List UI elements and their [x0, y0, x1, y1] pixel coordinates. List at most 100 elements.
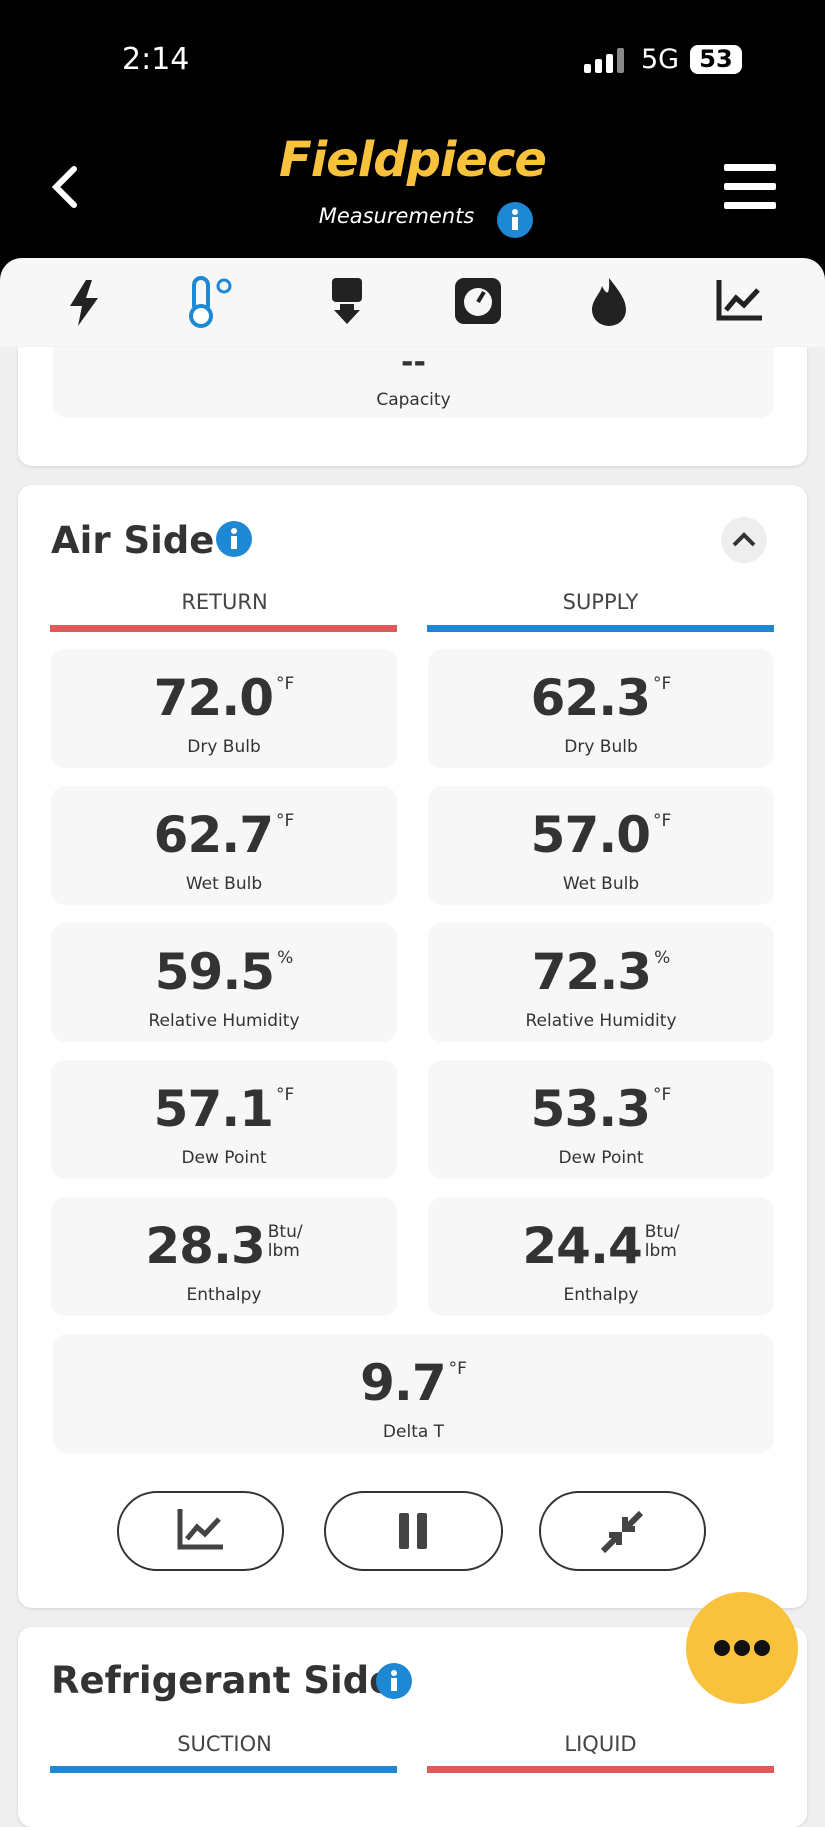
measurement-value: 57.1 °F: [51, 1080, 397, 1138]
air-side-card: Air Side RETURN SUPPLY 72.0 °F Dry Bulb 62.…: [18, 485, 807, 1608]
measurement-value: 57.0 °F: [428, 806, 774, 864]
measurement-label: Enthalpy: [563, 1285, 639, 1305]
unit-text: Btu/: [267, 1222, 303, 1242]
back-button[interactable]: [48, 165, 84, 209]
info-icon[interactable]: [376, 1663, 412, 1699]
unit-text: °F: [276, 811, 295, 831]
network: 5G: [641, 44, 680, 75]
unit-text: lbm: [267, 1241, 300, 1261]
value-unit: Btu/lbm: [268, 1223, 303, 1261]
measurement-label: Wet Bulb: [185, 874, 263, 894]
measurement-tile: 24.4 Btu/lbm Enthalpy: [428, 1197, 774, 1316]
measurement-tile: 57.1 °F Dew Point: [51, 1060, 397, 1179]
brand-logo: Fieldpiece: [279, 132, 547, 188]
unit-text: lbm: [644, 1241, 677, 1261]
info-icon[interactable]: [216, 521, 252, 557]
value-number: 53.3: [530, 1080, 651, 1138]
pause-button[interactable]: [324, 1491, 503, 1571]
battery: 53: [690, 45, 742, 74]
measurement-value: 9.7 °F: [53, 1354, 774, 1412]
tab-trends[interactable]: [716, 280, 764, 322]
value-unit: °F: [276, 675, 294, 694]
measurement-value: 72.0 °F: [51, 669, 397, 727]
measurement-label: Dry Bulb: [187, 737, 261, 757]
unit-text: °F: [653, 811, 672, 831]
measurement-value: 59.5%: [51, 943, 397, 1001]
section-title: Refrigerant Side: [51, 1659, 395, 1702]
measurement-tile: 59.5% Relative Humidity: [51, 923, 397, 1042]
tab-airflow[interactable]: [330, 278, 364, 326]
column-header: SUCTION: [177, 1732, 272, 1756]
value-unit: °F: [653, 812, 671, 831]
column-header: LIQUID: [564, 1732, 637, 1756]
value-unit: %: [277, 949, 293, 968]
measurement-value: 53.3 °F: [428, 1080, 774, 1138]
value-unit: °F: [449, 1360, 467, 1379]
value-number: 62.3: [530, 669, 651, 727]
measurement-label: Wet Bulb: [562, 874, 640, 894]
unit-text: °F: [276, 1085, 295, 1105]
unit-text: Btu/: [644, 1222, 680, 1242]
value-number: 28.3: [145, 1217, 265, 1275]
measurement-value: 62.3 °F: [428, 669, 774, 727]
value-unit: °F: [276, 812, 294, 831]
value-unit: °F: [653, 675, 671, 694]
collapse-button[interactable]: [721, 517, 767, 563]
value-number: 57.1: [153, 1080, 274, 1138]
measurement-label: Relative Humidity: [525, 1011, 677, 1031]
menu-button[interactable]: [724, 164, 776, 210]
measurement-tile: 72.3% Relative Humidity: [428, 923, 774, 1042]
return-bar: [50, 625, 397, 632]
liquid-bar: [427, 1766, 774, 1773]
measurement-value: 28.3 Btu/lbm: [51, 1217, 397, 1275]
capacity-card: -- Capacity: [18, 345, 807, 466]
status-time: 2:14: [122, 42, 190, 77]
measurement-label: Enthalpy: [186, 1285, 262, 1305]
measurement-tile: 62.7 °F Wet Bulb: [51, 786, 397, 905]
unit-text: °F: [653, 1085, 672, 1105]
tab-bar: [0, 258, 825, 347]
measurement-label: Dew Point: [181, 1148, 267, 1168]
measurement-tile: 9.7 °F Delta T: [53, 1334, 774, 1453]
trend-button[interactable]: [117, 1491, 284, 1571]
value-number: 72.0: [153, 669, 274, 727]
measurement-label: Relative Humidity: [148, 1011, 300, 1031]
measurement-tile: 72.0 °F Dry Bulb: [51, 649, 397, 768]
value-number: 9.7: [360, 1354, 447, 1412]
unit-text: %: [277, 948, 294, 968]
tab-electrical[interactable]: [66, 280, 102, 326]
value-number: 24.4: [522, 1217, 642, 1275]
unit-text: °F: [448, 1359, 467, 1379]
unit-text: %: [654, 948, 671, 968]
measurement-label: Dry Bulb: [564, 737, 638, 757]
measurement-value: 62.7 °F: [51, 806, 397, 864]
value-unit: %: [654, 949, 670, 968]
column-header: RETURN: [181, 590, 268, 614]
measurement-label: Delta T: [382, 1422, 445, 1442]
signal-icon: [584, 48, 624, 73]
info-icon[interactable]: [497, 202, 533, 238]
measurement-value: 24.4 Btu/lbm: [428, 1217, 774, 1275]
tab-combustion[interactable]: [590, 278, 628, 326]
measurement-value: 72.3%: [428, 943, 774, 1001]
supply-bar: [427, 625, 774, 632]
collapse-view-button[interactable]: [539, 1491, 706, 1571]
value-number: 72.3: [531, 943, 652, 1001]
section-title: Air Side: [51, 519, 215, 562]
tab-temperature[interactable]: [188, 276, 242, 328]
value-unit: °F: [653, 1086, 671, 1105]
value-number: 59.5: [154, 943, 275, 1001]
measurement-label: Dew Point: [558, 1148, 644, 1168]
header: [0, 0, 825, 290]
suction-bar: [50, 1766, 397, 1773]
measurement-tile: 28.3 Btu/lbm Enthalpy: [51, 1197, 397, 1316]
measurement-tile: 57.0 °F Wet Bulb: [428, 786, 774, 905]
capacity-value: --: [401, 345, 426, 380]
unit-text: °F: [276, 674, 295, 694]
capacity-label: Capacity: [376, 390, 451, 410]
tab-pressure[interactable]: [455, 278, 501, 324]
value-number: 57.0: [530, 806, 651, 864]
capacity-tile: -- Capacity: [53, 345, 774, 418]
more-button[interactable]: [684, 1590, 802, 1708]
